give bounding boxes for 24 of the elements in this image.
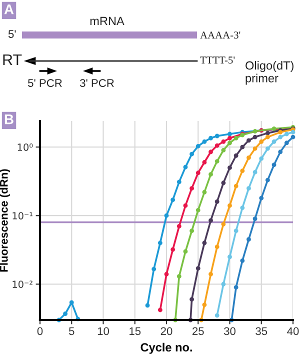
x-tick-label: 0 [37, 327, 43, 336]
text: AAAA-3' [200, 32, 240, 39]
x-tick-label: 25 [192, 327, 204, 336]
y-tick-label: 10⁻¹ [12, 212, 33, 220]
x-tick-label: 10 [98, 327, 109, 336]
text: Oligo(dT) primer [246, 61, 294, 85]
chart-title: B [4, 114, 14, 124]
text: 5' [8, 30, 16, 38]
x-tick-label: 35 [256, 327, 268, 336]
y-tick-label: 10⁻² [12, 280, 32, 288]
text: 3' PCR [80, 79, 114, 87]
text: TTTT-5' [200, 56, 235, 64]
x-tick-label: 20 [160, 327, 172, 336]
text: mRNA [90, 16, 124, 26]
text: RT [3, 54, 22, 65]
y-axis-title: Fluorescence (dRn) [0, 169, 10, 272]
x-tick-label: 40 [287, 327, 299, 336]
x-tick-label: 5 [68, 327, 74, 336]
x-tick-label: 15 [130, 327, 141, 336]
text: A [4, 4, 14, 14]
x-tick-label: 30 [224, 327, 236, 336]
y-tick-label: 10⁰ [18, 144, 33, 151]
x-axis-title: Cycle no. [140, 342, 192, 354]
text: 5' PCR [28, 79, 62, 87]
